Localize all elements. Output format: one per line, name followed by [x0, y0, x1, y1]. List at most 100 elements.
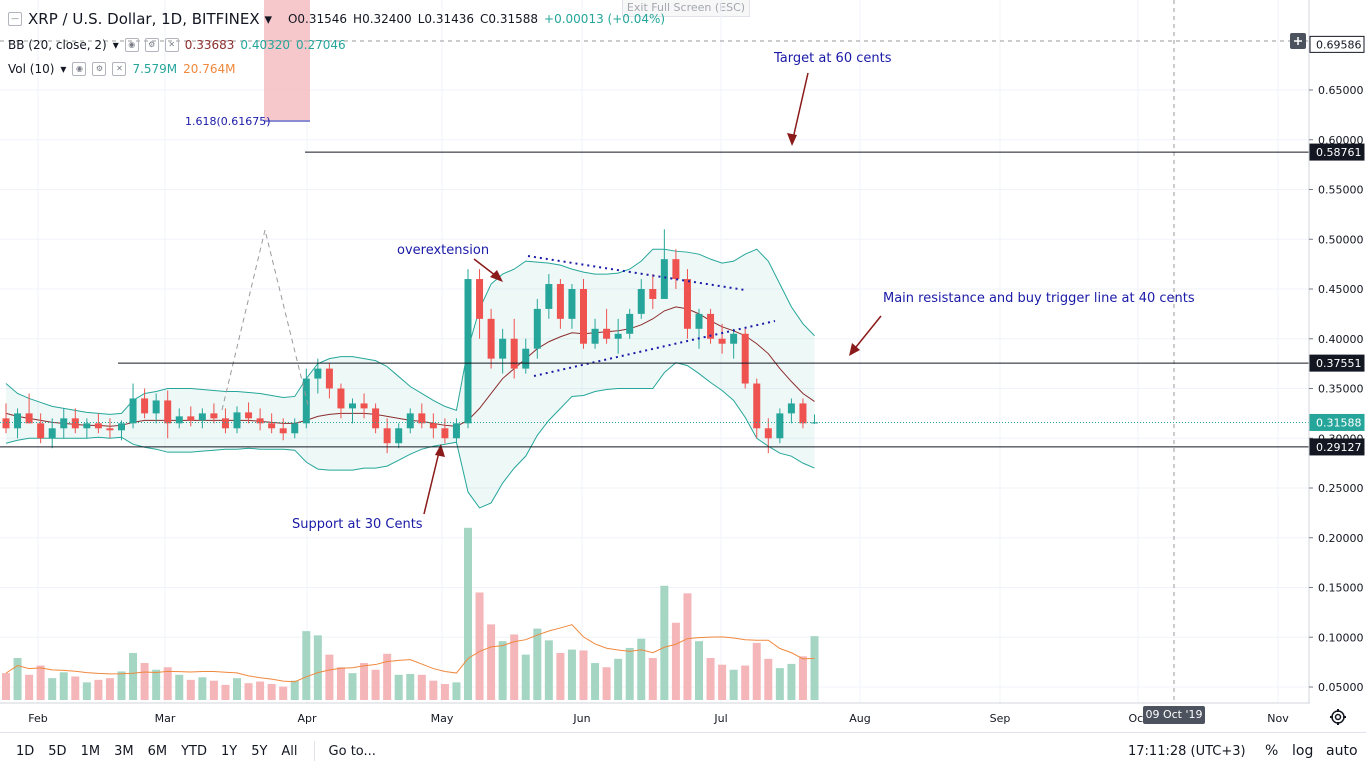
fib-zone — [264, 0, 310, 120]
candle-body — [452, 423, 460, 439]
symbol-title[interactable]: XRP / U.S. Dollar, 1D, BITFINEX ▾ — [28, 10, 272, 28]
volume-bar — [498, 641, 507, 700]
volume-bar — [741, 665, 750, 700]
price-tick-label: 0.45000 — [1318, 283, 1364, 296]
time-tick-label: Jul — [713, 712, 727, 725]
volume-bar — [267, 684, 276, 700]
candle-body — [660, 259, 668, 299]
bb-upper-line — [5, 248, 815, 415]
candle-body — [187, 416, 195, 421]
candle-body — [637, 289, 645, 314]
resistance-arrow — [851, 315, 882, 353]
price-tick-label: 0.35000 — [1318, 383, 1364, 396]
candle-body — [372, 408, 380, 429]
volume-bar — [625, 647, 634, 700]
volume-bar — [591, 663, 600, 700]
vol-label[interactable]: Vol (10) — [8, 62, 55, 76]
exit-fullscreen-button[interactable]: Exit Full Screen (ESC) — [622, 0, 750, 17]
range-1d[interactable]: 1D — [16, 743, 35, 759]
eye-icon[interactable]: ◉ — [72, 62, 87, 76]
candle-body — [522, 348, 530, 369]
candle-body — [672, 259, 680, 280]
candle-body — [71, 418, 79, 429]
volume-bar — [567, 649, 576, 700]
price-tick-label: 0.50000 — [1318, 233, 1364, 246]
candle-body — [349, 403, 356, 409]
price-tick-label: 0.15000 — [1318, 582, 1364, 595]
range-5d[interactable]: 5D — [48, 743, 67, 759]
collapse-icon[interactable]: — — [8, 12, 22, 26]
candle-body — [106, 428, 114, 431]
volume-bar — [637, 638, 646, 700]
candle-body — [2, 418, 10, 429]
settings-icon[interactable]: ⚙ — [144, 38, 159, 52]
chart[interactable]: 1.618(0.61675) Target at 60 cents overex… — [0, 0, 1366, 732]
candle-body — [175, 416, 183, 424]
range-1m[interactable]: 1M — [80, 743, 101, 759]
volume-bar — [464, 527, 472, 700]
price-tick-label: 0.20000 — [1318, 532, 1364, 545]
candle-body — [279, 428, 287, 434]
candle-body — [14, 413, 22, 429]
projection-line — [221, 229, 309, 411]
drawings: 1.618(0.61675) Target at 60 cents overex… — [0, 0, 1310, 703]
close-icon[interactable]: ✕ — [112, 62, 127, 76]
bb-label[interactable]: BB (20, close, 2) — [8, 38, 107, 52]
volume-bar — [787, 663, 796, 700]
log-scale-toggle[interactable]: log — [1292, 743, 1314, 759]
volume-bar — [383, 653, 392, 700]
goto-button[interactable]: Go to... — [328, 743, 376, 759]
price-tick-label: 0.10000 — [1318, 631, 1364, 644]
symbol-name: XRP / U.S. Dollar — [28, 10, 152, 28]
bb-lower-line — [5, 362, 815, 509]
close-icon[interactable]: ✕ — [164, 38, 179, 52]
range-5y[interactable]: 5Y — [251, 743, 268, 759]
toolbar-divider — [313, 741, 315, 761]
price-axis[interactable]: 0.65000 0.60000 0.55000 0.50000 0.45000 0.400… — [1309, 84, 1364, 694]
fib-label: 1.618(0.61675) — [185, 115, 271, 128]
candle-body — [683, 279, 691, 329]
candle-body — [730, 333, 738, 344]
candle-body — [441, 428, 449, 439]
eye-icon[interactable]: ◉ — [124, 38, 139, 52]
volume-bar — [614, 658, 623, 700]
candle-body — [325, 368, 333, 389]
time-axis[interactable]: Feb Mar Apr May Jun Jul Aug Sep Oct Nov — [28, 712, 1289, 725]
candle-body — [48, 428, 56, 439]
range-ytd[interactable]: YTD — [181, 743, 207, 759]
chevron-down-icon: ▾ — [264, 10, 272, 28]
price-label-bg — [1309, 438, 1365, 456]
time-tick-label: Apr — [297, 712, 317, 725]
range-all[interactable]: All — [281, 743, 298, 759]
volume-bar — [429, 680, 438, 700]
volume-bar — [440, 684, 449, 700]
candle-body — [245, 412, 253, 419]
candle-body — [510, 338, 518, 369]
range-1y[interactable]: 1Y — [220, 743, 238, 759]
candle-body — [776, 413, 784, 439]
volume-bar — [764, 658, 773, 700]
candle-body — [164, 400, 172, 424]
volume-bar — [718, 664, 727, 700]
support-arrowhead — [435, 444, 445, 457]
range-3m[interactable]: 3M — [114, 743, 134, 759]
volume-ma-line — [5, 624, 815, 683]
percent-scale-toggle[interactable]: % — [1265, 743, 1279, 759]
plus-icon[interactable] — [1290, 33, 1306, 49]
candle-body — [580, 289, 587, 344]
auto-scale-toggle[interactable]: auto — [1326, 743, 1358, 759]
gear-icon[interactable] — [1330, 709, 1346, 725]
volume-bar — [163, 667, 172, 700]
candle-body — [799, 403, 807, 424]
price-tick-label: 0.55000 — [1318, 184, 1364, 197]
price-label-bg — [1309, 143, 1365, 161]
annotation-target: Target at 60 cents — [773, 51, 892, 66]
volume-bar — [648, 658, 657, 700]
candle-body — [568, 289, 576, 319]
candle-body — [406, 413, 414, 429]
settings-icon[interactable]: ⚙ — [92, 62, 107, 76]
target-arrow — [791, 72, 809, 144]
candle-body — [256, 418, 264, 424]
range-6m[interactable]: 6M — [147, 743, 168, 759]
volume-bar — [36, 665, 45, 700]
